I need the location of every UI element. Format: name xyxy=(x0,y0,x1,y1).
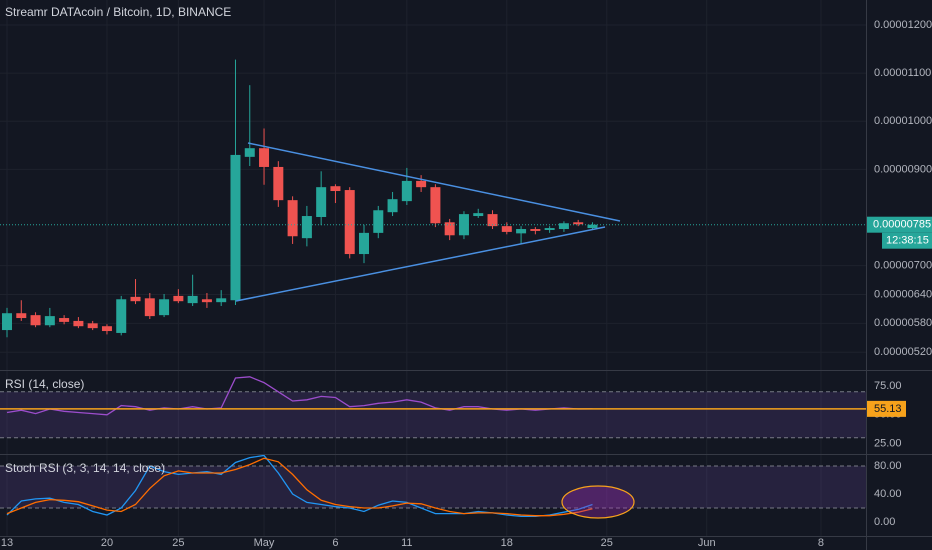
candle-body xyxy=(259,148,270,167)
candle-body xyxy=(516,229,527,234)
y-tick-label: 80.00 xyxy=(874,460,902,472)
x-tick-label: 18 xyxy=(501,537,513,549)
y-tick-label: 0.00001000 xyxy=(874,115,932,127)
x-tick-label: Jun xyxy=(698,537,716,549)
candle-body xyxy=(44,316,55,326)
x-tick-label: May xyxy=(254,537,275,549)
candle-body xyxy=(344,190,355,255)
labels: 13 20 25 May 6 11 18 25 Jun 8 0.00000520 0.00000580… xyxy=(1,5,932,549)
last-price-box xyxy=(866,216,932,233)
candle-body xyxy=(573,222,584,225)
candle-body xyxy=(87,323,98,329)
candle-body xyxy=(416,180,427,188)
panel-title: Streamr DATAcoin / Bitcoin, 1D, BINANCE xyxy=(5,5,231,19)
x-tick-label: 25 xyxy=(172,537,184,549)
y-tick-label: 0.00001100 xyxy=(874,67,931,79)
indicator-line xyxy=(6,457,593,517)
candle-body xyxy=(316,187,327,217)
y-tick-label: 0.00000640 xyxy=(874,288,932,300)
candle-body xyxy=(230,154,241,301)
candle-body xyxy=(544,228,555,230)
candle-body xyxy=(587,224,598,229)
candle-body xyxy=(301,216,312,239)
countdown-label: 12:38:15 xyxy=(886,235,929,247)
candle-body xyxy=(16,313,27,319)
candle-body xyxy=(244,148,255,157)
panel-title: RSI (14, close) xyxy=(5,377,84,391)
candle-body xyxy=(501,226,512,232)
y-tick-label: 75.00 xyxy=(874,380,902,392)
candle-body xyxy=(101,326,112,332)
candle-body xyxy=(558,223,569,230)
y-tick-label: 40.00 xyxy=(874,488,902,500)
candle-body xyxy=(387,199,398,213)
y-tick-label: 0.00000580 xyxy=(874,317,932,329)
trendline-upper xyxy=(247,142,621,222)
level-band xyxy=(0,466,866,509)
last-value-label: 55.13 xyxy=(874,403,902,415)
marks xyxy=(0,59,866,518)
last-value-box xyxy=(866,400,906,417)
candle-body xyxy=(273,166,284,201)
x-tick-label: 6 xyxy=(332,537,338,549)
x-tick-label: 25 xyxy=(601,537,613,549)
candle-body xyxy=(144,298,155,317)
grid xyxy=(0,0,866,536)
candle-body xyxy=(359,232,369,255)
candle-body xyxy=(216,298,227,303)
countdown-box xyxy=(882,232,932,249)
candle-body xyxy=(201,299,212,303)
candle-body xyxy=(330,186,341,192)
candle-body xyxy=(473,213,484,217)
candle-body xyxy=(373,210,384,233)
x-tick-label: 11 xyxy=(401,537,412,549)
y-tick-label: 0.00 xyxy=(874,516,895,528)
candle-body xyxy=(30,315,41,326)
y-tick-label: 0.00000900 xyxy=(874,163,932,175)
candle-body xyxy=(458,214,469,236)
panel-title: Stoch RSI (3, 3, 14, 14, close) xyxy=(5,461,165,475)
candle-body xyxy=(2,313,12,331)
candle-body xyxy=(530,229,541,231)
candle-body xyxy=(73,320,84,327)
last-price-label: 0.00000785 xyxy=(873,219,931,231)
candle-body xyxy=(116,299,127,333)
x-tick-label: 20 xyxy=(101,537,113,549)
candle-body xyxy=(159,299,170,316)
candle-body xyxy=(430,187,441,224)
candle-body xyxy=(287,200,298,237)
candle-body xyxy=(187,295,198,304)
candle-body xyxy=(444,222,455,236)
y-tick-label: 25.00 xyxy=(874,437,902,449)
x-tick-label: 13 xyxy=(1,537,13,549)
candle-body xyxy=(173,295,184,302)
candle-body xyxy=(487,214,498,227)
level-band xyxy=(0,391,866,438)
highlight-ellipse xyxy=(561,485,635,519)
y-tick-label: 0.00000700 xyxy=(874,259,932,271)
trendline-lower xyxy=(235,226,606,302)
y-tick-label: 0.00001200 xyxy=(874,19,932,31)
y-tick-label: 0.00000520 xyxy=(874,346,932,358)
candle-body xyxy=(59,318,70,322)
candle-body xyxy=(130,296,141,302)
x-tick-label: 8 xyxy=(818,537,824,549)
candle-body xyxy=(401,180,412,202)
